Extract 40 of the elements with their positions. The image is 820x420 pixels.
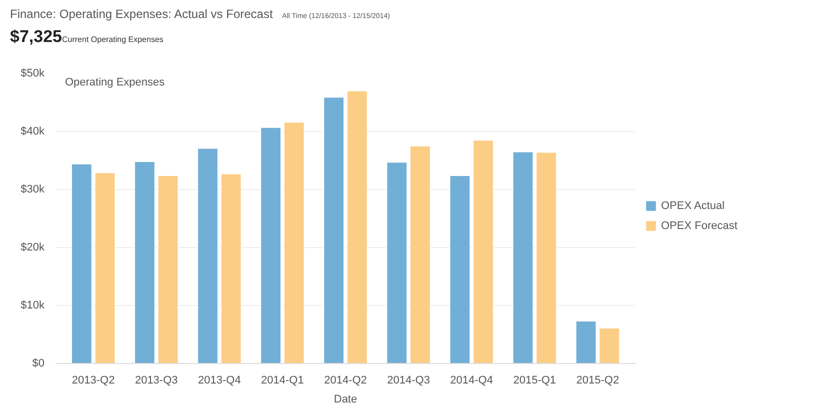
bar — [134, 161, 156, 364]
legend-label: OPEX Actual — [661, 200, 725, 212]
bar — [598, 328, 620, 364]
x-axis-title: Date — [334, 394, 358, 406]
bar — [576, 320, 596, 364]
bar — [158, 175, 179, 364]
bar — [536, 152, 557, 364]
y-tick-label: $10k — [20, 300, 45, 312]
y-tick-label: $20k — [20, 242, 45, 254]
text: Current Operating Expenses — [62, 35, 164, 44]
bar — [512, 151, 534, 364]
x-tick-label: 2015-Q2 — [576, 374, 620, 386]
x-tick-label: 2014-Q2 — [324, 374, 367, 386]
bar — [260, 127, 282, 364]
chart-title: Finance: Operating Expenses: Actual vs Forecast — [10, 7, 273, 21]
y-tick-label: $0 — [32, 358, 45, 370]
bar — [472, 140, 494, 364]
bar — [346, 90, 368, 364]
x-tick-label: 2013-Q3 — [134, 374, 178, 386]
text: $7,325 — [10, 27, 62, 46]
legend-label: OPEX Forecast — [661, 220, 738, 232]
bar — [323, 96, 344, 364]
y-tick-label: $30k — [20, 184, 45, 196]
x-tick-label: 2013-Q2 — [72, 374, 115, 386]
y-tick-label: $50k — [20, 68, 45, 80]
annotation: Operating Expenses — [64, 76, 166, 88]
bar — [284, 122, 305, 364]
x-tick-label: 2013-Q4 — [198, 374, 241, 386]
bar — [449, 175, 470, 364]
bar — [197, 148, 218, 364]
x-tick-label: 2015-Q1 — [513, 374, 556, 386]
bar — [94, 172, 116, 364]
bar — [220, 173, 242, 364]
x-tick-label: 2014-Q1 — [261, 374, 304, 386]
bar — [410, 146, 431, 364]
x-tick-label: 2014-Q3 — [387, 374, 430, 386]
y-tick-label: $40k — [20, 126, 45, 138]
bar — [71, 164, 92, 364]
bar — [386, 162, 408, 364]
x-tick-label: 2014-Q4 — [450, 374, 493, 386]
